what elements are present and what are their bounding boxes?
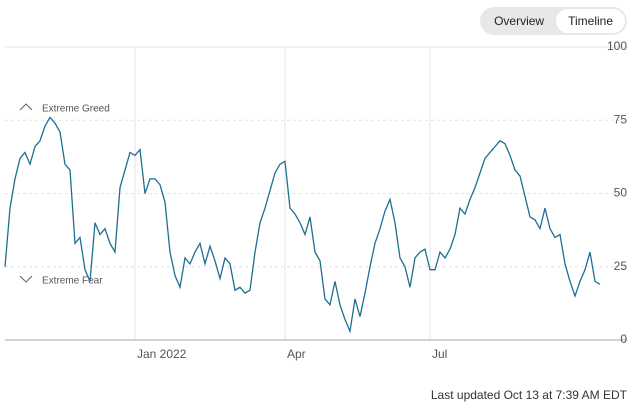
y-tick-label: 75 — [614, 112, 628, 126]
footnote: Last updated Oct 13 at 7:39 AM EDT — [430, 388, 627, 402]
tab[interactable]: Overview — [494, 14, 545, 28]
annotation: Extreme Greed — [42, 104, 110, 115]
data-line — [4, 116, 601, 334]
annotation: Extreme Fear — [42, 276, 103, 287]
x-tick-label: Jan 2022 — [137, 347, 187, 361]
y-tick-label: 0 — [620, 332, 627, 346]
y-tick-label: 100 — [607, 39, 627, 53]
x-tick-label: Apr — [287, 347, 306, 361]
tab[interactable]: Timeline — [556, 9, 625, 33]
fear-chevron — [19, 275, 33, 283]
tab-switch: Overview Timeline — [480, 7, 627, 35]
greed-chevron — [19, 103, 33, 111]
y-tick-label: 50 — [614, 186, 628, 200]
y-tick-label: 25 — [614, 259, 628, 273]
x-tick-label: Jul — [432, 347, 447, 361]
chart: Extreme Greed Extreme Fear 0 25 50 75 100 Jan… — [4, 39, 628, 361]
